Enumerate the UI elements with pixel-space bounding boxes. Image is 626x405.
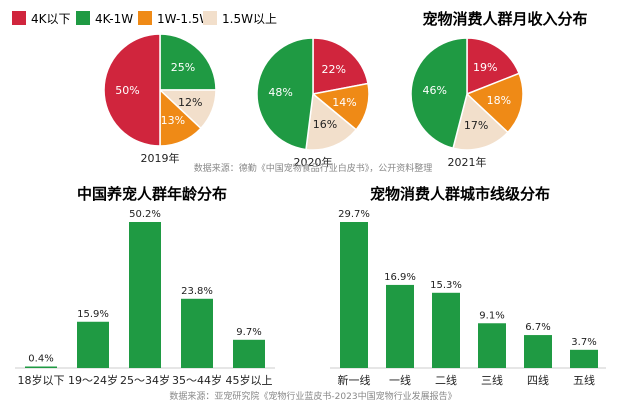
- age-value-label-0: 0.4%: [28, 354, 53, 365]
- city-value-label-5: 3.7%: [571, 337, 596, 348]
- pie-0-label-4k-1w: 25%: [171, 61, 195, 74]
- legend-swatch-under4k: [12, 11, 26, 25]
- pie-1-label-4k-1w: 48%: [268, 86, 292, 99]
- legend-label-4k-1w: 4K-1W: [95, 12, 133, 26]
- legend-swatch-4k-1w: [76, 11, 90, 25]
- pie-1-label-over15w: 16%: [313, 118, 337, 131]
- income-chart-title: 宠物消费人群月收入分布: [422, 10, 587, 28]
- city-category-label-2: 二线: [435, 373, 457, 387]
- age-category-label-0: 18岁以下: [18, 373, 65, 387]
- pie-1-label-under4k: 22%: [321, 63, 345, 76]
- pie-1-slice-under4k: [312, 37, 369, 95]
- city-bar-3: [478, 323, 506, 368]
- legend-label-under4k: 4K以下: [31, 12, 71, 26]
- pie-2-year-label: 2021年: [448, 155, 487, 169]
- city-bar-chart: 29.7% 新一线 16.9% 一线 15.3% 二线 9.1% 三线 6.7% 四线 3.7% 五线: [330, 209, 606, 387]
- pie-2-label-4k-1w: 46%: [423, 84, 447, 97]
- pie-2-label-over15w: 17%: [464, 119, 488, 132]
- age-bar-2: [129, 222, 161, 368]
- age-category-label-1: 19～24岁: [68, 373, 118, 387]
- pie-0-label-1w-15w: 13%: [161, 114, 185, 127]
- pie-2-slice-over15w: [452, 92, 509, 151]
- city-category-label-0: 新一线: [338, 373, 371, 387]
- age-bar-1: [77, 321, 109, 368]
- pie-1-year-label: 2020年: [294, 155, 333, 169]
- income-source-note: 数据来源：德勤《中国宠物食品行业白皮书》，公开资料整理: [194, 162, 433, 174]
- pie-1-slice-4k-1w: [256, 37, 314, 151]
- income-legend: 4K以下 4K-1W 1W-1.5W 1.5W以上: [12, 11, 277, 26]
- age-chart-title: 中国养宠人群年龄分布: [77, 185, 227, 203]
- legend-swatch-1w-15w: [138, 11, 152, 25]
- pie-0-slice-4k-1w: [159, 33, 217, 91]
- age-category-label-2: 25～34岁: [120, 373, 170, 387]
- pie-1: 22% 14% 16% 48% 2020年: [256, 37, 370, 169]
- city-bar-5: [570, 349, 598, 368]
- age-category-label-3: 35～44岁: [172, 373, 222, 387]
- city-bar-0: [340, 222, 368, 368]
- legend-swatch-over15w: [203, 11, 217, 25]
- pie-2-label-1w-15w: 18%: [487, 94, 511, 107]
- age-value-label-2: 50.2%: [129, 209, 161, 220]
- city-chart-title: 宠物消费人群城市线级分布: [370, 185, 550, 203]
- legend-label-1w-15w: 1W-1.5W: [157, 12, 211, 26]
- city-value-label-1: 16.9%: [384, 272, 416, 283]
- city-bar-4: [524, 335, 552, 368]
- city-value-label-2: 15.3%: [430, 280, 462, 291]
- pie-2-slice-1w-15w: [465, 72, 524, 134]
- pie-1-label-1w-15w: 14%: [332, 96, 356, 109]
- city-category-label-5: 五线: [573, 373, 595, 387]
- age-bar-0: [25, 366, 57, 368]
- age-value-label-3: 23.8%: [181, 286, 213, 297]
- pie-0-label-under4k: 50%: [115, 84, 139, 97]
- city-value-label-0: 29.7%: [338, 209, 370, 220]
- city-bar-2: [432, 292, 460, 368]
- city-value-label-4: 6.7%: [525, 322, 550, 333]
- pie-0-year-label: 2019年: [141, 151, 180, 165]
- age-bar-3: [181, 298, 213, 368]
- legend-label-over15w: 1.5W以上: [222, 12, 277, 26]
- age-bar-chart: 0.4% 18岁以下 15.9% 19～24岁 50.2% 25～34岁 23.8% 35～4…: [15, 209, 275, 387]
- pie-2-label-under4k: 19%: [473, 61, 497, 74]
- city-value-label-3: 9.1%: [479, 310, 504, 321]
- pie-0-slice-under4k: [103, 33, 161, 147]
- age-value-label-1: 15.9%: [77, 309, 109, 320]
- footer-source-note: 数据来源：亚宠研究院《宠物行业蓝皮书-2023中国宠物行业发展报告》: [169, 390, 456, 402]
- pie-1-slice-over15w: [305, 92, 358, 151]
- city-category-label-1: 一线: [389, 373, 411, 387]
- age-category-label-4: 45岁以上: [226, 373, 273, 387]
- pie-2: 19% 18% 17% 46% 2021年: [410, 37, 524, 169]
- income-pies: 25% 12% 13% 50% 2019年 22% 14% 16% 48% 2020年 19% 18%…: [103, 33, 524, 169]
- pie-0: 25% 12% 13% 50% 2019年: [103, 33, 217, 165]
- pie-2-slice-4k-1w: [410, 37, 468, 150]
- pie-0-label-over15w: 12%: [178, 96, 202, 109]
- city-bar-1: [386, 284, 414, 368]
- pie-2-slice-under4k: [466, 37, 521, 96]
- city-category-label-3: 三线: [481, 373, 503, 387]
- age-value-label-4: 9.7%: [236, 327, 261, 338]
- city-category-label-4: 四线: [527, 373, 549, 387]
- age-bar-4: [233, 339, 265, 368]
